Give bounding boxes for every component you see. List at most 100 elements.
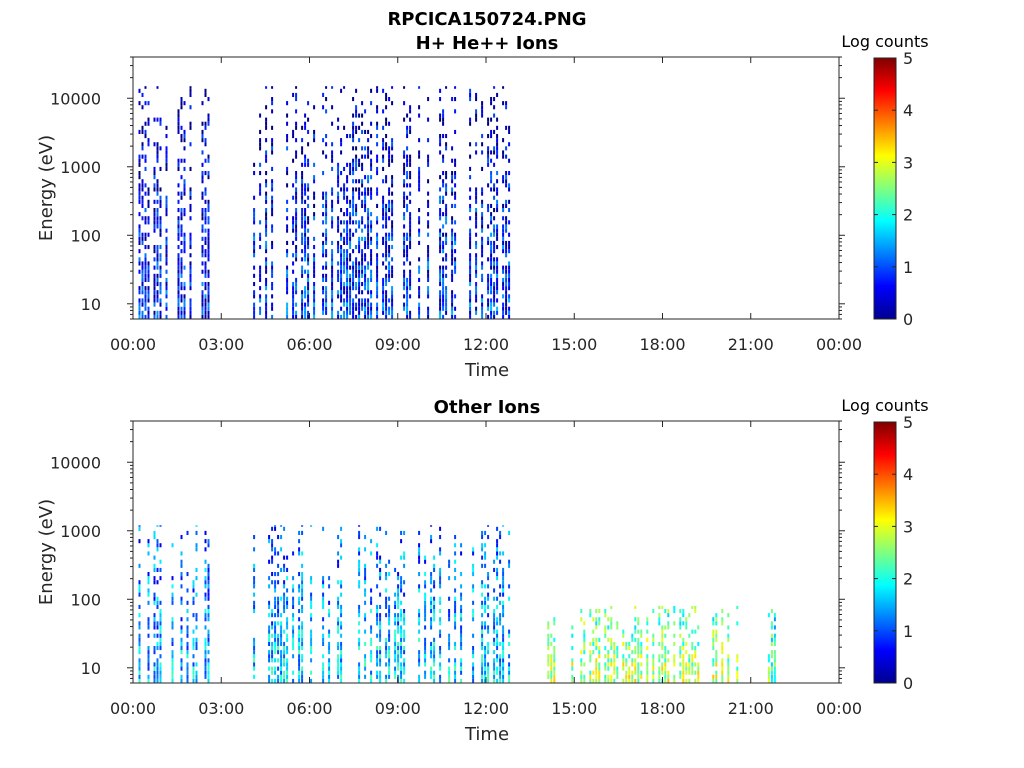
spectrogram-cell: [292, 302, 295, 307]
spectrogram-cell: [496, 670, 499, 675]
spectrogram-cell: [156, 678, 159, 683]
spectrogram-cell: [177, 294, 180, 299]
spectrogram-cell: [403, 617, 406, 622]
spectrogram-cell: [403, 551, 406, 556]
spectrogram-cell: [610, 637, 613, 642]
spectrogram-cell: [445, 142, 448, 147]
spectrogram-cell: [322, 641, 325, 646]
spectrogram-cell: [322, 633, 325, 638]
spectrogram-cell: [328, 584, 331, 589]
spectrogram-cell: [583, 646, 586, 651]
spectrogram-cell: [153, 535, 156, 540]
spectrogram-cell: [364, 576, 367, 581]
spectrogram-cell: [153, 216, 156, 221]
spectrogram-cell: [292, 678, 295, 683]
spectrogram-cell: [301, 224, 304, 229]
spectrogram-cell: [394, 650, 397, 655]
spectrogram-cell: [454, 314, 457, 319]
spectrogram-cell: [141, 265, 144, 270]
spectrogram-cell: [502, 228, 505, 233]
spectrogram-cell: [388, 216, 391, 221]
spectrogram-cell: [204, 286, 207, 291]
spectrogram-cell: [454, 86, 457, 89]
spectrogram-cell: [268, 650, 271, 655]
spectrogram-cell: [268, 604, 271, 609]
spectrogram-cell: [475, 265, 478, 270]
panel-1-axes-box: [132, 56, 840, 320]
spectrogram-cell: [301, 269, 304, 274]
spectrogram-cell: [679, 625, 682, 630]
spectrogram-cell: [505, 269, 508, 274]
spectrogram-cell: [406, 290, 409, 295]
spectrogram-cell: [448, 646, 451, 651]
spectrogram-cell: [253, 232, 256, 237]
spectrogram-cell: [138, 158, 141, 163]
spectrogram-cell: [580, 617, 583, 622]
spectrogram-cell: [442, 232, 445, 237]
spectrogram-cell: [156, 543, 159, 548]
spectrogram-cell: [307, 236, 310, 241]
spectrogram-cell: [424, 670, 427, 675]
spectrogram-cell: [770, 633, 773, 638]
spectrogram-cell: [286, 670, 289, 675]
spectrogram-cell: [141, 286, 144, 291]
spectrogram-cell: [346, 306, 349, 311]
spectrogram-cell: [622, 658, 625, 663]
spectrogram-cell: [481, 236, 484, 241]
spectrogram-cell: [159, 609, 162, 614]
spectrogram-cell: [253, 208, 256, 213]
spectrogram-cell: [186, 678, 189, 683]
spectrogram-cell: [460, 641, 463, 646]
spectrogram-cell: [358, 286, 361, 291]
spectrogram-cell: [370, 625, 373, 630]
spectrogram-cell: [770, 650, 773, 655]
spectrogram-cell: [475, 195, 478, 200]
spectrogram-cell: [505, 310, 508, 315]
spectrogram-cell: [439, 302, 442, 307]
spectrogram-cell: [688, 658, 691, 663]
spectrogram-cell: [418, 228, 421, 233]
spectrogram-cell: [508, 670, 511, 675]
spectrogram-cell: [286, 121, 289, 126]
spectrogram-cell: [301, 621, 304, 626]
spectrogram-cell: [204, 253, 207, 258]
spectrogram-cell: [469, 195, 472, 200]
spectrogram-cell: [313, 134, 316, 139]
spectrogram-cell: [454, 232, 457, 237]
spectrogram-cell: [325, 240, 328, 245]
spectrogram-cell: [156, 658, 159, 663]
spectrogram-cell: [328, 670, 331, 675]
spectrogram-cell: [418, 294, 421, 299]
spectrogram-cell: [427, 286, 430, 291]
spectrogram-cell: [253, 212, 256, 217]
spectrogram-cell: [484, 654, 487, 659]
spectrogram-cell: [349, 273, 352, 278]
spectrogram-cell: [322, 240, 325, 245]
spectrogram-cell: [268, 678, 271, 683]
spectrogram-cell: [487, 290, 490, 295]
spectrogram-cell: [379, 617, 382, 622]
spectrogram-cell: [183, 265, 186, 270]
spectrogram-cell: [505, 249, 508, 254]
spectrogram-cell: [595, 678, 598, 683]
spectrogram-cell: [292, 637, 295, 642]
spectrogram-cell: [385, 674, 388, 679]
spectrogram-cell: [589, 641, 592, 646]
spectrogram-cell: [427, 162, 430, 167]
spectrogram-cell: [391, 302, 394, 307]
spectrogram-cell: [189, 269, 192, 274]
spectrogram-cell: [322, 666, 325, 671]
spectrogram-cell: [505, 171, 508, 176]
spectrogram-cell: [505, 199, 508, 204]
spectrogram-cell: [499, 666, 502, 671]
spectrogram-cell: [177, 232, 180, 237]
spectrogram-cell: [265, 171, 268, 176]
spectrogram-cell: [370, 220, 373, 225]
spectrogram-cell: [376, 245, 379, 250]
spectrogram-cell: [487, 298, 490, 303]
spectrogram-cell: [715, 637, 718, 642]
spectrogram-cell: [358, 236, 361, 241]
spectrogram-cell: [271, 666, 274, 671]
spectrogram-cell: [685, 662, 688, 667]
spectrogram-cell: [343, 302, 346, 307]
